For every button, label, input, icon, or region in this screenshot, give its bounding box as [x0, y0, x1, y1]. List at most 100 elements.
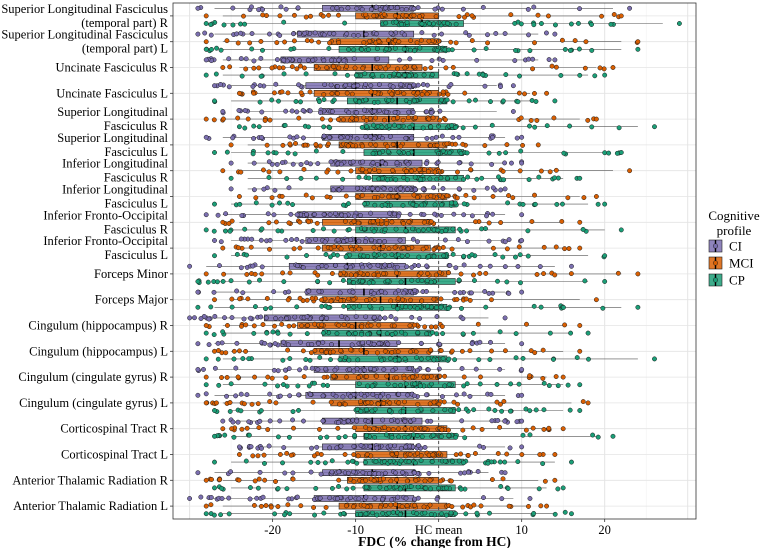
point-CP [487, 357, 493, 363]
point-MCI [211, 117, 217, 123]
point-CP [400, 203, 406, 208]
point-CP [312, 512, 318, 518]
point-MCI [331, 244, 337, 250]
point-CI [502, 239, 508, 245]
point-MCI [477, 271, 483, 276]
point-MCI [269, 195, 275, 201]
point-CP [292, 151, 298, 157]
point-CP [577, 382, 583, 388]
point-MCI [248, 244, 254, 250]
point-MCI [319, 297, 325, 303]
point-MCI [245, 116, 251, 122]
point-CP [574, 355, 580, 361]
point-CP [404, 19, 410, 25]
y-tick-label: Inferior Longitudinal [62, 183, 168, 197]
point-MCI [256, 65, 262, 71]
point-CI [289, 237, 295, 243]
point-MCI [239, 323, 244, 329]
point-CP [383, 46, 389, 52]
point-MCI [519, 452, 525, 457]
point-MCI [460, 427, 466, 433]
point-MCI [375, 401, 381, 407]
point-CP [374, 46, 380, 52]
y-tick-label: Fasciculus R [104, 119, 169, 133]
point-CI [502, 31, 508, 37]
point-MCI [383, 66, 388, 72]
point-CI [486, 238, 492, 244]
point-CI [230, 419, 236, 425]
point-MCI [391, 116, 397, 122]
point-CP [208, 22, 214, 27]
point-CP [336, 435, 342, 441]
point-CI [334, 5, 340, 11]
point-MCI [416, 167, 422, 173]
point-CP [212, 433, 217, 439]
point-CI [275, 368, 281, 374]
point-CI [283, 237, 289, 243]
point-MCI [422, 66, 428, 72]
point-CP [331, 228, 337, 234]
point-MCI [489, 348, 495, 354]
point-MCI [618, 13, 624, 19]
point-CI [397, 186, 403, 192]
point-MCI [318, 451, 324, 457]
point-MCI [431, 399, 437, 405]
point-CP [411, 98, 417, 104]
point-CI [272, 187, 278, 193]
point-MCI [460, 141, 466, 147]
point-MCI [517, 168, 523, 174]
point-CI [273, 81, 279, 87]
point-CP [472, 124, 478, 130]
point-CP [589, 22, 594, 27]
point-CP [448, 510, 454, 516]
point-CI [490, 211, 496, 217]
point-MCI [203, 271, 209, 277]
point-MCI [338, 271, 343, 277]
point-CI [398, 81, 404, 87]
point-MCI [386, 246, 392, 252]
legend-title: Cognitive [708, 208, 760, 223]
point-CI [463, 30, 469, 36]
point-CI [342, 213, 348, 219]
point-MCI [274, 40, 280, 46]
point-MCI [364, 350, 369, 356]
point-CI [332, 211, 338, 216]
point-MCI [390, 167, 396, 173]
point-CP [618, 150, 624, 155]
point-CP [365, 383, 371, 389]
point-CI [439, 394, 445, 400]
point-MCI [368, 89, 374, 95]
point-CI [344, 31, 350, 37]
point-CP [426, 254, 432, 260]
point-MCI [553, 64, 559, 70]
point-CI [530, 56, 536, 62]
point-CP [312, 380, 317, 386]
point-MCI [347, 476, 353, 482]
point-MCI [236, 194, 242, 199]
point-MCI [342, 452, 348, 457]
point-MCI [428, 373, 434, 379]
point-CP [349, 458, 355, 464]
point-CI [486, 290, 492, 296]
point-MCI [422, 478, 428, 484]
point-CI [519, 341, 525, 347]
point-CP [456, 407, 462, 413]
point-MCI [360, 166, 366, 172]
point-MCI [427, 143, 433, 148]
point-MCI [378, 504, 383, 510]
point-MCI [471, 272, 476, 278]
point-MCI [443, 65, 449, 71]
point-MCI [315, 272, 321, 278]
point-MCI [344, 374, 349, 380]
point-CI [316, 340, 321, 346]
point-MCI [582, 65, 588, 71]
point-MCI [376, 168, 382, 174]
point-CP [538, 21, 544, 26]
point-MCI [285, 90, 291, 96]
point-CP [443, 228, 449, 234]
point-CI [397, 57, 402, 63]
point-CI [506, 291, 512, 296]
point-MCI [364, 118, 369, 123]
point-CI [305, 57, 311, 63]
tract-group [212, 236, 608, 260]
